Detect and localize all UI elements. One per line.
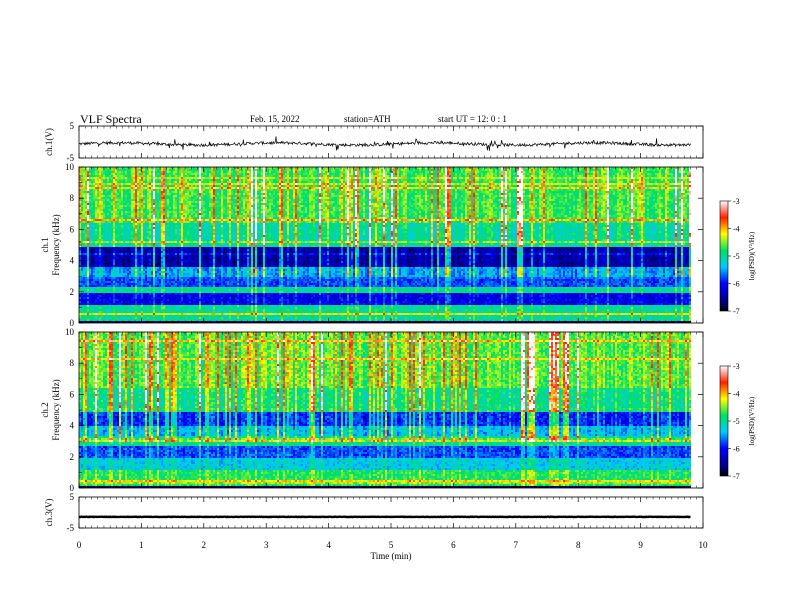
colorbar-tick-label: -5	[733, 252, 740, 261]
y-tick-label: 2	[70, 287, 75, 297]
ch1-waveform-trace	[79, 136, 691, 151]
x-axis-label: Time (min)	[371, 551, 412, 561]
y-tick-label: 5	[70, 492, 75, 502]
colorbar-tick-label: -3	[733, 197, 740, 206]
y-tick-label: 6	[70, 389, 75, 399]
start-time-label: start UT = 12: 0 : 1	[438, 114, 507, 124]
y-tick-label: 2	[70, 452, 75, 462]
ch1-spectrogram-colorbar-label: log(PSD)(V²/Hz)	[748, 231, 756, 280]
ch2-spectrogram-colorbar	[719, 365, 729, 477]
x-tick-label: 9	[638, 540, 643, 550]
ch1-spectrogram-ylabel: Frequency (kHz)	[51, 214, 61, 275]
x-tick-label: 1	[139, 540, 144, 550]
colorbar-tick-label: -7	[733, 472, 740, 481]
colorbar-tick-label: -6	[733, 445, 740, 454]
colorbar-tick-label: -7	[733, 307, 740, 316]
x-tick-label: 2	[202, 540, 207, 550]
y-tick-label: 0	[70, 318, 75, 328]
colorbar-tick-label: -6	[733, 280, 740, 289]
y-tick-label: 10	[65, 327, 75, 337]
y-tick-label: -5	[67, 523, 75, 533]
ch1-waveform-ylabel: ch.1(V)	[44, 128, 54, 156]
colorbar-tick-label: -3	[733, 362, 740, 371]
x-tick-label: 7	[514, 540, 519, 550]
y-tick-label: 10	[65, 162, 75, 172]
ch1-spectrogram-colorbar	[719, 200, 729, 312]
colorbar-tick-label: -4	[733, 390, 740, 399]
colorbar-tick-label: -4	[733, 225, 740, 234]
y-tick-label: 4	[70, 421, 75, 431]
x-tick-label: 8	[576, 540, 581, 550]
y-tick-label: 4	[70, 256, 75, 266]
ch1-spectrogram-ylabel-channel: ch.1	[40, 237, 50, 252]
ch2-spectrogram-ylabel: Frequency (kHz)	[51, 379, 61, 440]
ch2-spectrogram-colorbar-label: log(PSD)(V²/Hz)	[748, 396, 756, 445]
chart-title: VLF Spectra	[80, 112, 142, 126]
x-tick-label: 3	[264, 540, 269, 550]
x-tick-label: 5	[389, 540, 394, 550]
ch2-spectrogram-image	[79, 332, 703, 488]
y-tick-label: 6	[70, 224, 75, 234]
date-label: Feb. 15, 2022	[250, 114, 300, 124]
ch2-spectrogram-ylabel-channel: ch.2	[40, 402, 50, 417]
y-tick-label: 8	[70, 358, 75, 368]
y-tick-label: 8	[70, 193, 75, 203]
x-tick-label: 10	[699, 540, 709, 550]
y-tick-label: -5	[67, 153, 75, 163]
ch3-waveform-ylabel: ch.3(V)	[44, 499, 54, 527]
y-tick-label: 0	[70, 483, 75, 493]
colorbar-tick-label: -5	[733, 417, 740, 426]
x-tick-label: 4	[326, 540, 331, 550]
x-tick-label: 6	[451, 540, 456, 550]
ch1-spectrogram-image	[79, 167, 703, 323]
station-label: station=ATH	[344, 114, 391, 124]
y-tick-label: 5	[70, 121, 75, 131]
x-tick-label: 0	[77, 540, 82, 550]
